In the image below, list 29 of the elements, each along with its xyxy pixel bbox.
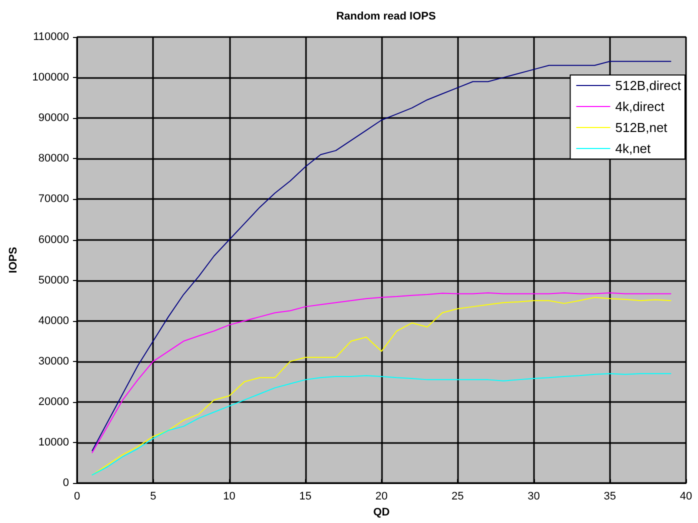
y-tick-label: 100000 (32, 72, 69, 84)
x-tick-label: 35 (604, 490, 616, 503)
x-tick-label: 20 (375, 490, 388, 503)
y-tick-label: 20000 (38, 396, 69, 408)
y-tick-label: 90000 (38, 112, 69, 124)
legend-label: 512B,net (615, 120, 668, 135)
x-tick-label: 15 (299, 490, 312, 503)
x-tick-label: 5 (150, 490, 156, 503)
y-axis-title: IOPS (8, 246, 20, 274)
y-tick-label: 80000 (38, 152, 69, 165)
legend-label: 512B,direct (615, 78, 682, 93)
y-tick-label: 30000 (38, 355, 69, 368)
y-tick-label: 50000 (38, 274, 69, 286)
x-tick-label: 10 (223, 490, 236, 503)
legend-label: 4k,direct (615, 99, 665, 114)
y-tick-label: 110000 (33, 31, 69, 43)
chart-title: Random read IOPS (336, 10, 436, 22)
x-tick-label: 25 (452, 490, 464, 503)
y-tick-label: 70000 (38, 193, 69, 206)
line-series (92, 373, 672, 476)
legend-label: 4k,net (615, 141, 652, 156)
y-tick-label: 0 (62, 477, 69, 490)
x-axis-title: QD (373, 506, 390, 518)
y-tick-label: 60000 (38, 234, 69, 246)
x-tick-label: 0 (74, 490, 80, 503)
x-tick-label: 40 (680, 490, 692, 503)
y-tick-label: 10000 (38, 436, 69, 449)
y-tick-label: 40000 (38, 314, 69, 327)
x-tick-label: 30 (528, 490, 540, 503)
